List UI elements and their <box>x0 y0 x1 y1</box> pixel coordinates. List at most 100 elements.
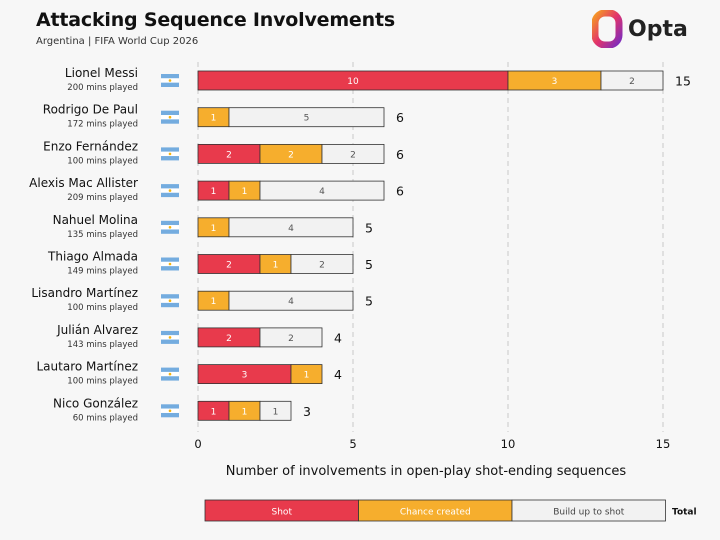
argentina-flag-icon <box>168 372 172 376</box>
argentina-flag-icon <box>161 156 179 161</box>
player-name: Alexis Mac Allister <box>29 176 138 190</box>
bar-segment-label: 4 <box>319 187 325 197</box>
player-name: Rodrigo De Paul <box>43 103 138 117</box>
bar-segment-label: 3 <box>242 371 248 381</box>
bar-segment-label: 2 <box>226 334 232 344</box>
x-tick-label: 10 <box>501 437 516 451</box>
player-name: Lionel Messi <box>65 66 138 80</box>
argentina-flag-icon <box>161 119 179 124</box>
argentina-flag-icon <box>168 152 172 156</box>
bar-total-label: 5 <box>365 294 373 309</box>
legend-label: Shot <box>272 508 293 518</box>
bar-total-label: 5 <box>365 220 373 235</box>
bar-segment-buildup <box>321 143 385 164</box>
chart-subtitle: Argentina | FIFA World Cup 2026 <box>36 36 199 47</box>
argentina-flag-icon <box>161 404 179 409</box>
bar-segment-label: 2 <box>629 77 635 87</box>
player-name: Nahuel Molina <box>53 213 138 227</box>
argentina-flag-icon <box>161 302 179 308</box>
argentina-flag-icon <box>161 192 179 198</box>
bar-segment-label: 2 <box>226 261 232 271</box>
bar-total-label: 5 <box>365 257 373 272</box>
bar-segment-label: 1 <box>273 261 279 271</box>
player-name: Julián Alvarez <box>56 323 138 337</box>
bar-total-label: 6 <box>396 184 404 199</box>
bar-segment-label: 4 <box>288 224 294 234</box>
player-minutes: 100 mins played <box>67 156 138 166</box>
bar-segment-buildup <box>600 70 664 91</box>
player-name: Thiago Almada <box>47 250 138 264</box>
argentina-flag-icon <box>161 229 179 234</box>
player-minutes: 135 mins played <box>67 230 138 240</box>
player-minutes: 100 mins played <box>67 303 138 313</box>
chart-title: Attacking Sequence Involvements <box>36 9 395 31</box>
legend-label: Build up to shot <box>553 508 625 518</box>
argentina-flag-icon <box>161 74 179 79</box>
bar-total-label: 4 <box>334 367 342 382</box>
bar-segment-buildup <box>259 180 385 201</box>
bar-segment-label: 1 <box>242 187 248 197</box>
argentina-flag-icon <box>161 184 179 189</box>
player-minutes: 209 mins played <box>67 193 138 203</box>
bar-segment-chance <box>290 364 323 385</box>
legend-label: Chance created <box>400 508 471 518</box>
argentina-flag-icon <box>168 409 172 413</box>
argentina-flag-icon <box>161 110 179 116</box>
argentina-flag-icon <box>161 257 179 262</box>
bar-total-label: 3 <box>303 404 311 419</box>
bar-segment-buildup <box>228 107 385 128</box>
bar-segment-label: 2 <box>288 150 294 160</box>
argentina-flag-icon <box>168 336 172 339</box>
legend-swatch-buildup <box>511 499 666 522</box>
bar-total-label: 6 <box>396 147 404 162</box>
bar-segment-label: 1 <box>211 297 217 307</box>
argentina-flag-icon <box>161 339 179 344</box>
bar-segment-label: 3 <box>552 77 558 87</box>
bar-segment-label: 1 <box>211 187 217 197</box>
bar-segment-label: 1 <box>304 371 310 381</box>
player-name: Lisandro Martínez <box>31 286 138 300</box>
bar-segment-label: 1 <box>211 224 217 234</box>
argentina-flag-icon <box>168 262 172 266</box>
x-tick-label: 15 <box>656 437 671 451</box>
argentina-flag-icon <box>168 115 172 119</box>
argentina-flag-icon <box>161 266 179 271</box>
player-minutes: 143 mins played <box>67 340 138 350</box>
player-minutes: 100 mins played <box>67 377 138 387</box>
bar-segment-label: 1 <box>211 114 217 124</box>
bar-segment-label: 2 <box>319 261 325 271</box>
argentina-flag-icon <box>161 147 179 152</box>
bar-segment-label: 1 <box>211 407 217 417</box>
x-tick-label: 0 <box>194 437 201 451</box>
bar-segment-buildup <box>259 400 292 421</box>
player-minutes: 149 mins played <box>67 267 138 277</box>
argentina-flag-icon <box>161 220 179 226</box>
bar-total-label: 4 <box>334 330 342 345</box>
bar-segment-label: 5 <box>304 114 310 124</box>
argentina-flag-icon <box>168 189 172 192</box>
bar-segment-buildup <box>290 254 354 274</box>
x-axis-label: Number of involvements in open-play shot… <box>226 464 627 479</box>
bar-segment-label: 2 <box>226 150 232 160</box>
bar-segment-label: 2 <box>350 150 356 160</box>
player-minutes: 60 mins played <box>73 413 138 423</box>
argentina-flag-icon <box>161 376 179 381</box>
argentina-flag-icon <box>168 299 172 303</box>
player-minutes: 172 mins played <box>67 120 138 130</box>
player-name: Nico González <box>53 396 138 410</box>
bar-segment-label: 10 <box>347 77 359 87</box>
bar-total-label: 15 <box>675 74 691 89</box>
argentina-flag-icon <box>161 294 179 299</box>
bar-total-label: 6 <box>396 110 404 125</box>
argentina-flag-icon <box>161 367 179 372</box>
bar-segment-buildup <box>228 290 354 311</box>
player-name: Lautaro Martínez <box>37 360 139 374</box>
argentina-flag-icon <box>168 226 172 229</box>
bar-segment-label: 2 <box>288 334 294 344</box>
bar-segment-label: 1 <box>242 407 248 417</box>
bar-segment-buildup <box>259 327 323 348</box>
legend-total-label: Total <box>672 508 697 518</box>
player-name: Enzo Fernández <box>43 139 138 153</box>
x-tick-label: 5 <box>349 437 356 451</box>
